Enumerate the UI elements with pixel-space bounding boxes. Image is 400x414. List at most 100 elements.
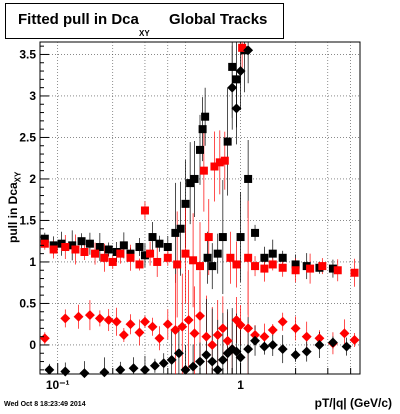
- diamond-marker: [201, 331, 212, 342]
- square-marker: [244, 253, 253, 262]
- diamond-marker: [301, 346, 312, 357]
- diamond-marker: [158, 358, 169, 369]
- datestamp: Wed Oct 8 18:23:49 2014: [4, 401, 86, 408]
- square-marker: [85, 239, 94, 248]
- diamond-marker: [314, 333, 325, 344]
- square-marker: [173, 260, 182, 269]
- square-marker: [215, 158, 224, 167]
- square-marker: [68, 241, 77, 250]
- square-marker: [163, 253, 172, 262]
- diamond-marker: [327, 337, 338, 348]
- diamond-marker: [189, 328, 200, 339]
- square-marker: [244, 174, 253, 183]
- square-marker: [226, 253, 235, 262]
- square-marker: [220, 156, 229, 165]
- diamond-marker: [195, 310, 205, 321]
- diamond-marker: [277, 316, 288, 327]
- square-marker: [213, 249, 222, 258]
- y-axis-label-subscript: XY: [13, 171, 23, 183]
- diamond-marker: [231, 103, 242, 114]
- diamond-marker: [235, 66, 246, 76]
- chart-title-box: Fitted pull in Dca XY Global Tracks: [5, 3, 284, 39]
- square-marker: [196, 262, 204, 271]
- diamond-marker: [207, 356, 218, 367]
- diamond-marker: [243, 344, 254, 355]
- diamond-marker: [154, 333, 165, 344]
- diamond-marker: [341, 341, 352, 352]
- square-marker: [95, 243, 104, 252]
- diamond-marker: [301, 331, 312, 342]
- y-tick-label: 1.5: [19, 213, 36, 227]
- square-marker: [119, 241, 128, 250]
- square-marker: [155, 239, 164, 248]
- square-marker: [204, 233, 213, 242]
- diamond-marker: [243, 323, 254, 334]
- diamond-marker: [217, 354, 228, 365]
- diamond-marker: [235, 352, 246, 363]
- diamond-marker: [183, 315, 194, 325]
- diamond-marker: [314, 340, 325, 350]
- square-marker: [49, 241, 58, 250]
- diamond-marker: [170, 325, 181, 335]
- square-marker: [104, 245, 113, 254]
- square-marker: [126, 253, 135, 262]
- square-marker: [190, 174, 199, 183]
- diamond-marker: [125, 319, 136, 330]
- square-marker: [40, 234, 49, 243]
- square-marker: [291, 260, 300, 269]
- y-tick-label: 2.5: [19, 130, 36, 144]
- square-marker: [210, 162, 219, 171]
- diamond-marker: [259, 341, 270, 352]
- diamond-marker: [267, 340, 278, 350]
- x-tick-label: 10⁻¹: [46, 378, 70, 392]
- diamond-marker: [207, 340, 218, 350]
- square-marker: [251, 262, 260, 271]
- square-marker: [61, 243, 70, 252]
- square-marker: [148, 233, 157, 242]
- chart-title-tail: Global Tracks: [169, 11, 268, 28]
- square-marker: [186, 179, 195, 188]
- square-marker: [49, 245, 58, 254]
- y-axis-label-text: pull in Dca: [6, 182, 20, 243]
- square-marker: [91, 249, 100, 258]
- square-marker: [260, 264, 269, 273]
- square-marker: [40, 239, 49, 248]
- square-marker: [232, 260, 241, 269]
- diamond-marker: [227, 82, 238, 93]
- diamond-marker: [166, 354, 177, 365]
- square-marker: [278, 253, 287, 262]
- square-marker: [171, 228, 180, 237]
- diamond-marker: [349, 335, 360, 345]
- diamond-marker: [140, 316, 150, 327]
- square-marker: [135, 260, 144, 269]
- y-axis-label-wrap: pull in DcaXY: [6, 125, 26, 245]
- diamond-marker: [134, 327, 145, 338]
- diamond-marker: [259, 331, 270, 342]
- diamond-marker: [250, 330, 260, 340]
- y-tick-label: 0.5: [19, 296, 36, 310]
- y-axis-label: pull in DcaXY: [6, 172, 22, 243]
- square-marker: [328, 264, 337, 273]
- diamond-marker: [222, 335, 233, 346]
- square-marker: [196, 145, 204, 154]
- square-marker: [163, 243, 172, 252]
- diamond-marker: [195, 356, 205, 367]
- square-marker: [77, 237, 86, 246]
- square-marker: [218, 233, 227, 242]
- diamond-marker: [149, 360, 160, 371]
- square-marker: [236, 233, 245, 242]
- diamond-marker: [173, 348, 184, 359]
- square-marker: [140, 251, 149, 260]
- square-marker: [201, 112, 210, 121]
- square-marker: [100, 253, 109, 262]
- square-marker: [238, 43, 247, 52]
- square-marker: [189, 256, 198, 265]
- square-marker: [135, 243, 144, 252]
- square-marker: [268, 249, 277, 258]
- square-marker: [333, 266, 342, 275]
- square-marker: [306, 264, 315, 273]
- diamond-marker: [128, 363, 139, 374]
- square-marker: [228, 62, 237, 71]
- square-marker: [291, 266, 300, 275]
